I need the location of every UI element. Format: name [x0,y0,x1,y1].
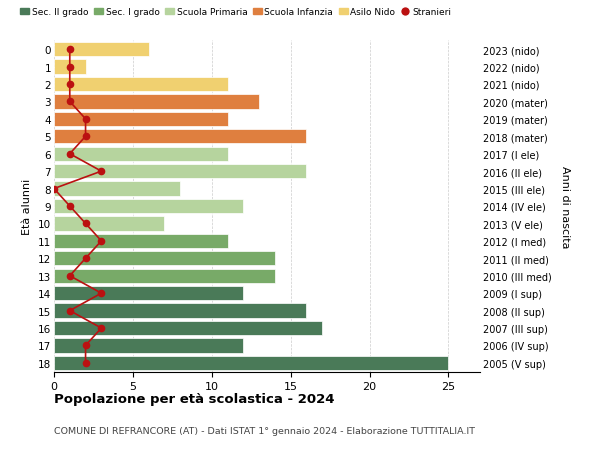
Y-axis label: Anni di nascita: Anni di nascita [560,165,570,248]
Bar [54,147,227,162]
Bar [54,60,86,74]
Bar [54,112,227,127]
Bar [54,321,322,336]
Bar [54,217,164,231]
Text: Popolazione per età scolastica - 2024: Popolazione per età scolastica - 2024 [54,392,335,405]
Bar [54,78,227,92]
Bar [54,269,275,283]
Bar [54,199,244,214]
Y-axis label: Età alunni: Età alunni [22,179,32,235]
Bar [54,182,180,196]
Legend: Sec. II grado, Sec. I grado, Scuola Primaria, Scuola Infanzia, Asilo Nido, Stran: Sec. II grado, Sec. I grado, Scuola Prim… [17,5,455,21]
Bar [54,252,275,266]
Bar [54,165,307,179]
Text: COMUNE DI REFRANCORE (AT) - Dati ISTAT 1° gennaio 2024 - Elaborazione TUTTITALIA: COMUNE DI REFRANCORE (AT) - Dati ISTAT 1… [54,426,475,435]
Bar [54,286,244,301]
Bar [54,234,227,248]
Bar [54,356,448,370]
Bar [54,339,244,353]
Bar [54,95,259,109]
Bar [54,43,149,57]
Bar [54,304,307,318]
Bar [54,130,307,144]
